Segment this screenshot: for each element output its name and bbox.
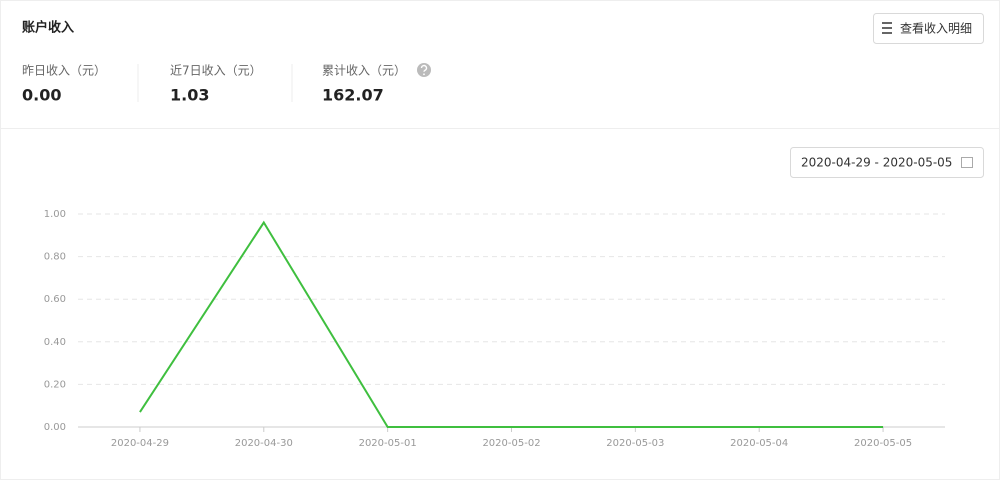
stat-label: 累计收入（元） — [322, 64, 406, 78]
help-dot — [423, 73, 425, 76]
calendar-icon — [961, 157, 973, 168]
y-tick-label: 0.80 — [44, 252, 66, 263]
y-tick-label: 1.00 — [44, 209, 66, 220]
y-tick-label: 0.40 — [44, 337, 66, 348]
x-tick-label: 2020-05-02 — [482, 438, 540, 449]
help-glyph — [420, 64, 428, 72]
x-tick-label: 2020-04-30 — [235, 438, 293, 449]
stat-label: 近7日收入（元） — [170, 64, 262, 78]
menu-icon — [882, 22, 892, 34]
title: 账户收入 — [22, 20, 74, 36]
x-tick-label: 2020-05-05 — [854, 438, 912, 449]
x-tick-label: 2020-04-29 — [111, 438, 169, 449]
stat-label: 昨日收入（元） — [22, 64, 106, 78]
detail-button[interactable]: 查看收入明细 — [873, 13, 984, 44]
y-tick-label: 0.20 — [44, 379, 66, 390]
stat-value: 0.00 — [22, 86, 61, 105]
stat-value: 162.07 — [322, 86, 384, 105]
help-icon[interactable] — [417, 63, 431, 77]
x-tick-label: 2020-05-04 — [730, 438, 788, 449]
x-tick-label: 2020-05-03 — [606, 438, 664, 449]
date-range[interactable]: 2020-04-29 - 2020-05-05 — [801, 156, 952, 170]
button-label[interactable]: 查看收入明细 — [900, 22, 972, 36]
date-picker[interactable]: 2020-04-29 - 2020-05-05 — [790, 147, 984, 178]
x-tick-label: 2020-05-01 — [359, 438, 417, 449]
date-box[interactable] — [790, 147, 984, 178]
line — [139, 220, 884, 428]
plot: 0.00 0.20 0.40 0.60 0.80 1.00 2020-04-29 2020-0… — [44, 209, 945, 449]
help-circle[interactable] — [417, 63, 431, 77]
y-tick-label: 0.60 — [44, 294, 66, 305]
y-tick-label: 0.00 — [44, 422, 66, 433]
stat-value: 1.03 — [170, 86, 209, 105]
button-box[interactable] — [873, 13, 984, 44]
